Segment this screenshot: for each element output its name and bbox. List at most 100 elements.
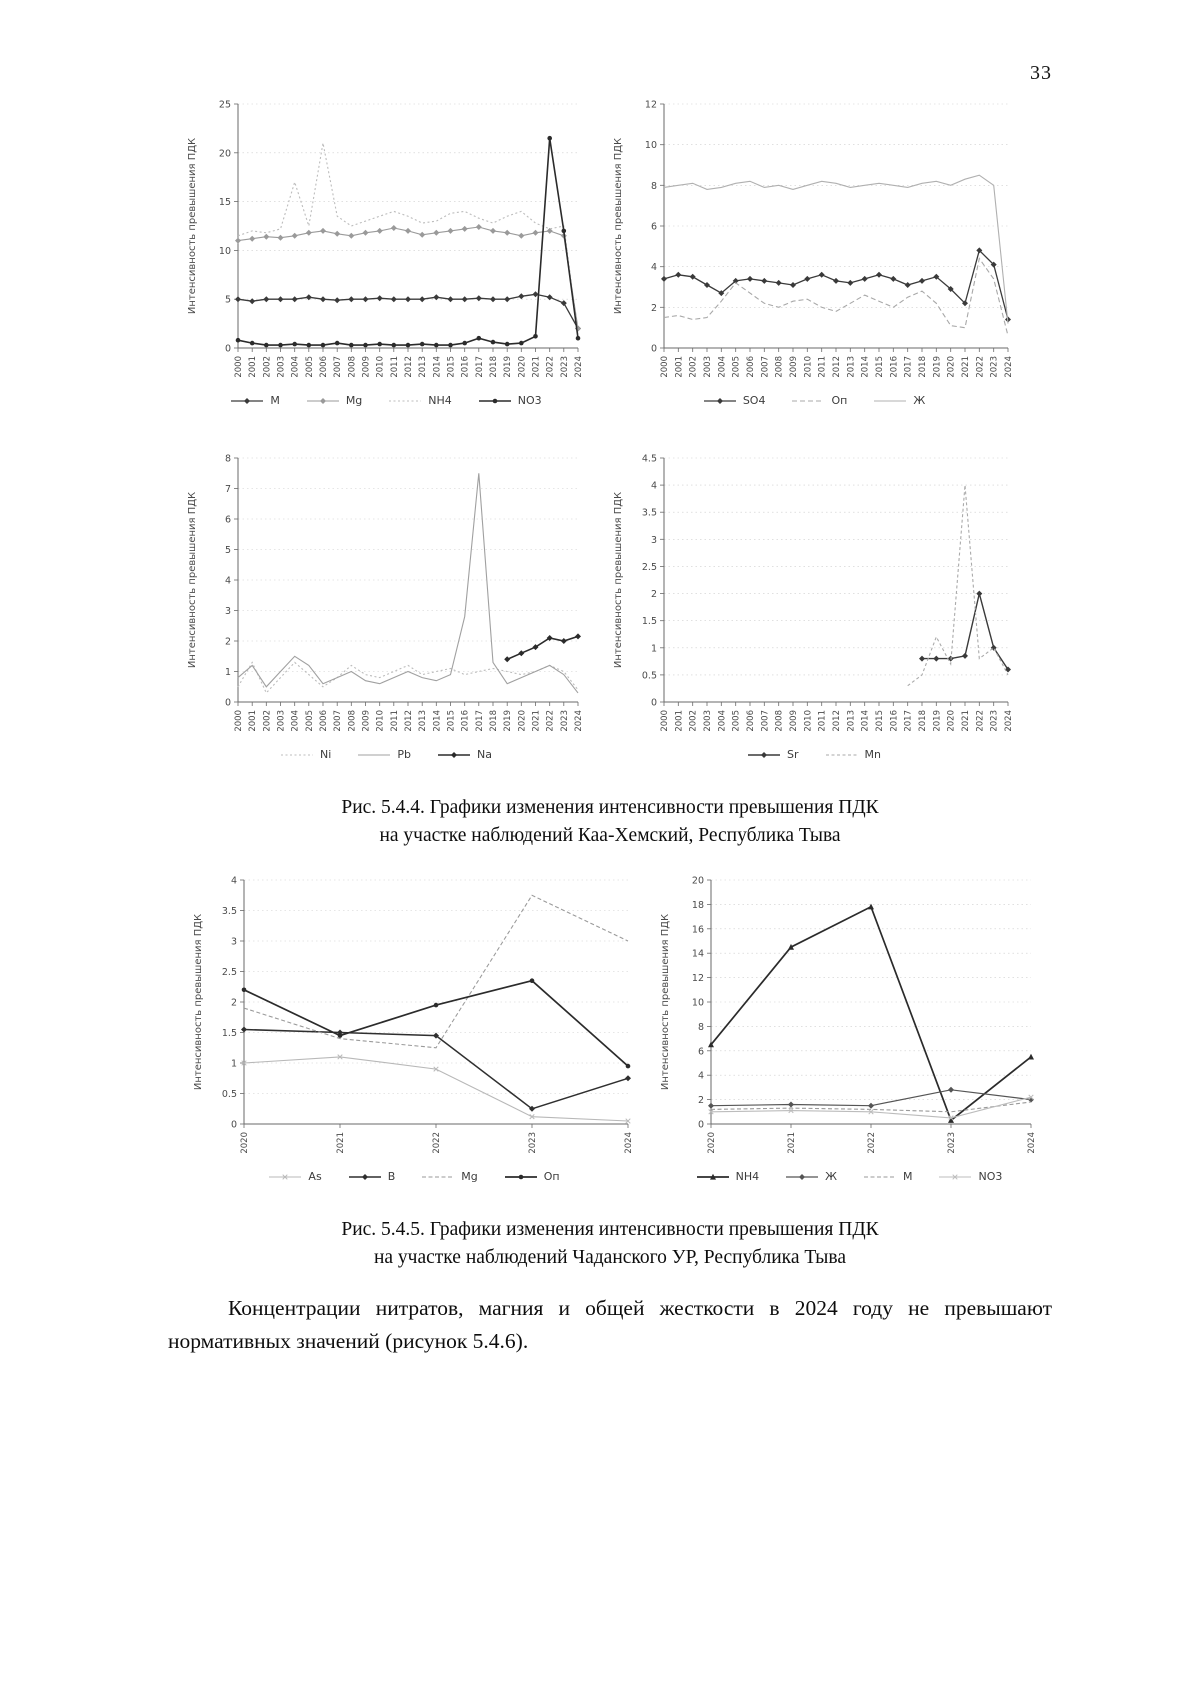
figure-caption-545: Рис. 5.4.5. Графики изменения интенсивно…: [210, 1216, 1010, 1271]
svg-text:2006: 2006: [746, 356, 756, 378]
legend-item: NH4: [388, 394, 452, 407]
caption-line: Рис. 5.4.4. Графики изменения интенсивно…: [341, 797, 879, 818]
svg-text:2: 2: [651, 589, 657, 600]
svg-text:2018: 2018: [918, 710, 928, 732]
legend-line-sample: [348, 1173, 381, 1180]
chart-canvas: 0 2 4 6 8 10 12 2000 2001 2002 2003 2004 2005 2006 200…: [608, 92, 1020, 394]
svg-text:8: 8: [651, 181, 657, 192]
svg-text:2021: 2021: [532, 710, 542, 732]
legend-item: М: [863, 1170, 912, 1183]
legend-item: Оп: [791, 394, 847, 407]
svg-text:2014: 2014: [861, 710, 871, 732]
svg-text:10: 10: [645, 140, 657, 151]
y-axis-label: Интенсивность превышения ПДК: [613, 492, 624, 668]
svg-text:5: 5: [225, 545, 231, 556]
svg-text:2016: 2016: [461, 710, 471, 732]
svg-text:2002: 2002: [262, 710, 272, 732]
svg-text:2012: 2012: [832, 356, 842, 378]
svg-text:2015: 2015: [447, 710, 457, 732]
svg-text:20: 20: [219, 148, 231, 159]
svg-text:2.5: 2.5: [222, 967, 237, 978]
svg-text:6: 6: [698, 1046, 704, 1057]
svg-text:16: 16: [692, 924, 704, 935]
svg-text:2016: 2016: [889, 356, 899, 378]
legend-item: Na: [437, 748, 492, 761]
svg-text:12: 12: [692, 973, 704, 984]
legend-label: NO3: [978, 1170, 1003, 1183]
svg-text:2007: 2007: [333, 710, 343, 732]
svg-text:2001: 2001: [248, 356, 258, 378]
svg-text:2009: 2009: [362, 356, 372, 378]
legend-line-sample: [389, 399, 422, 402]
svg-text:2011: 2011: [818, 356, 828, 378]
svg-text:3: 3: [231, 937, 237, 948]
svg-text:2011: 2011: [390, 710, 400, 732]
page-number: 33: [1030, 62, 1052, 84]
svg-text:2012: 2012: [404, 356, 414, 378]
svg-text:18: 18: [692, 900, 704, 911]
svg-text:8: 8: [698, 1022, 704, 1033]
svg-text:2010: 2010: [803, 356, 813, 378]
svg-text:3: 3: [225, 606, 231, 617]
chart-svg: 0 0.5 1 1.5 2 2.5 3 3.5 4 2020 2021 2022 2023 2024 Инт…: [193, 876, 634, 1154]
chart-legend: As B Mg Оп: [188, 1170, 640, 1183]
chart-canvas: 0 5 10 15 20 25 2000 2001 2002 2003 2004 2005 2006 20…: [182, 92, 590, 394]
svg-text:4: 4: [698, 1071, 704, 1082]
svg-text:2001: 2001: [674, 710, 684, 732]
svg-text:2018: 2018: [918, 356, 928, 378]
svg-text:0: 0: [698, 1120, 704, 1131]
legend-line-sample: [504, 1174, 537, 1179]
y-axis-label: Интенсивность превышения ПДК: [187, 138, 198, 314]
svg-text:2: 2: [698, 1095, 704, 1106]
figure-caption-544: Рис. 5.4.4. Графики изменения интенсивно…: [210, 794, 1010, 849]
y-axis-label: Интенсивность превышения ПДК: [187, 492, 198, 668]
svg-text:2000: 2000: [660, 710, 670, 732]
svg-text:3: 3: [651, 535, 657, 546]
legend-item: Mg: [421, 1170, 478, 1183]
legend-label: Оп: [543, 1170, 560, 1183]
legend-item: Pb: [357, 748, 411, 761]
svg-text:2021: 2021: [961, 356, 971, 378]
svg-text:3.5: 3.5: [222, 906, 237, 917]
svg-text:2008: 2008: [347, 356, 357, 378]
y-axis-label: Интенсивность превышения ПДК: [613, 138, 624, 314]
svg-text:2006: 2006: [319, 356, 329, 378]
legend-line-sample: [437, 751, 470, 758]
svg-text:2024: 2024: [1027, 1132, 1037, 1154]
svg-text:2024: 2024: [574, 710, 584, 732]
svg-text:2007: 2007: [333, 356, 343, 378]
svg-text:2006: 2006: [746, 710, 756, 732]
caption-line: Рис. 5.4.5. Графики изменения интенсивно…: [341, 1219, 879, 1240]
svg-text:2004: 2004: [717, 356, 727, 378]
svg-text:1.5: 1.5: [222, 1028, 237, 1039]
legend-label: Mg: [461, 1170, 478, 1183]
legend-label: NO3: [517, 394, 542, 407]
svg-text:2003: 2003: [277, 356, 287, 378]
body-paragraph: Концентрации нитратов, магния и общей же…: [168, 1296, 1052, 1354]
svg-text:5: 5: [225, 295, 231, 306]
legend-line-sample: [792, 399, 825, 402]
legend-line-sample: [863, 1175, 896, 1178]
svg-text:2023: 2023: [990, 356, 1000, 378]
chart-legend: SO4 Оп Ж: [608, 394, 1020, 407]
svg-text:2022: 2022: [546, 710, 556, 732]
svg-text:2001: 2001: [248, 710, 258, 732]
chart-svg: 0 2 4 6 8 10 12 2000 2001 2002 2003 2004 2005 2006 200…: [613, 100, 1014, 378]
legend-line-sample: [358, 753, 391, 756]
svg-text:2021: 2021: [961, 710, 971, 732]
svg-text:2002: 2002: [689, 356, 699, 378]
chart-block-kaakhem-3: 0 1 2 3 4 5 6 7 8 2000 2001 2002 2003 2004 2005 2006 200…: [182, 446, 590, 762]
svg-text:0: 0: [231, 1120, 237, 1131]
svg-text:2021: 2021: [787, 1132, 797, 1154]
svg-text:2021: 2021: [532, 356, 542, 378]
legend-item: NH4: [696, 1170, 759, 1183]
svg-text:2016: 2016: [889, 710, 899, 732]
svg-text:1: 1: [231, 1059, 237, 1070]
svg-text:2023: 2023: [990, 710, 1000, 732]
svg-text:2019: 2019: [503, 356, 513, 378]
svg-text:2006: 2006: [319, 710, 329, 732]
svg-text:2022: 2022: [546, 356, 556, 378]
svg-text:2017: 2017: [904, 710, 914, 732]
